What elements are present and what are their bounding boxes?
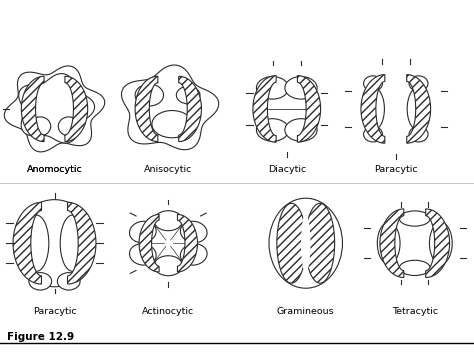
Polygon shape [361, 74, 385, 143]
Text: Anomocytic: Anomocytic [27, 165, 82, 174]
Polygon shape [179, 76, 201, 142]
Ellipse shape [399, 260, 430, 276]
Text: Anisocytic: Anisocytic [144, 165, 192, 174]
Polygon shape [4, 66, 105, 152]
Polygon shape [139, 215, 159, 272]
Polygon shape [67, 203, 96, 284]
Ellipse shape [181, 221, 207, 242]
Ellipse shape [364, 127, 383, 142]
Polygon shape [297, 76, 320, 142]
Ellipse shape [129, 244, 156, 265]
Text: Diacytic: Diacytic [268, 165, 306, 174]
Ellipse shape [181, 244, 207, 265]
Text: Tetracytic: Tetracytic [392, 307, 438, 316]
Ellipse shape [154, 256, 182, 276]
Polygon shape [121, 65, 219, 150]
Ellipse shape [399, 211, 430, 226]
Ellipse shape [256, 77, 289, 99]
Polygon shape [65, 76, 88, 142]
Ellipse shape [152, 111, 192, 138]
Ellipse shape [409, 76, 428, 91]
Text: Actinocytic: Actinocytic [142, 307, 194, 316]
Ellipse shape [429, 222, 452, 264]
Ellipse shape [129, 221, 156, 242]
Ellipse shape [60, 215, 85, 272]
Polygon shape [407, 74, 430, 143]
Polygon shape [253, 76, 276, 142]
Ellipse shape [58, 117, 79, 136]
Polygon shape [426, 209, 449, 277]
Ellipse shape [285, 119, 317, 141]
Polygon shape [177, 215, 198, 272]
Ellipse shape [362, 87, 384, 131]
Ellipse shape [407, 87, 430, 131]
Text: Anomocytic: Anomocytic [27, 165, 82, 174]
Ellipse shape [14, 200, 95, 287]
Ellipse shape [364, 76, 383, 91]
Polygon shape [18, 74, 95, 143]
Ellipse shape [24, 215, 49, 272]
Ellipse shape [30, 117, 51, 136]
Ellipse shape [256, 119, 289, 141]
Ellipse shape [154, 211, 182, 231]
Ellipse shape [176, 86, 200, 104]
Ellipse shape [29, 273, 52, 290]
Ellipse shape [285, 77, 317, 99]
Polygon shape [13, 203, 42, 284]
Ellipse shape [277, 203, 306, 283]
Text: Gramineous: Gramineous [277, 307, 335, 316]
Ellipse shape [377, 222, 400, 264]
Polygon shape [135, 76, 158, 142]
Ellipse shape [305, 203, 335, 283]
Polygon shape [380, 209, 404, 277]
Text: Figure 12.9: Figure 12.9 [7, 332, 74, 342]
Ellipse shape [57, 273, 80, 290]
Ellipse shape [301, 214, 310, 272]
Ellipse shape [135, 84, 164, 106]
Ellipse shape [269, 198, 342, 288]
Text: Paracytic: Paracytic [374, 165, 418, 174]
Ellipse shape [409, 127, 428, 142]
Text: Paracytic: Paracytic [33, 307, 76, 316]
Polygon shape [21, 76, 44, 142]
